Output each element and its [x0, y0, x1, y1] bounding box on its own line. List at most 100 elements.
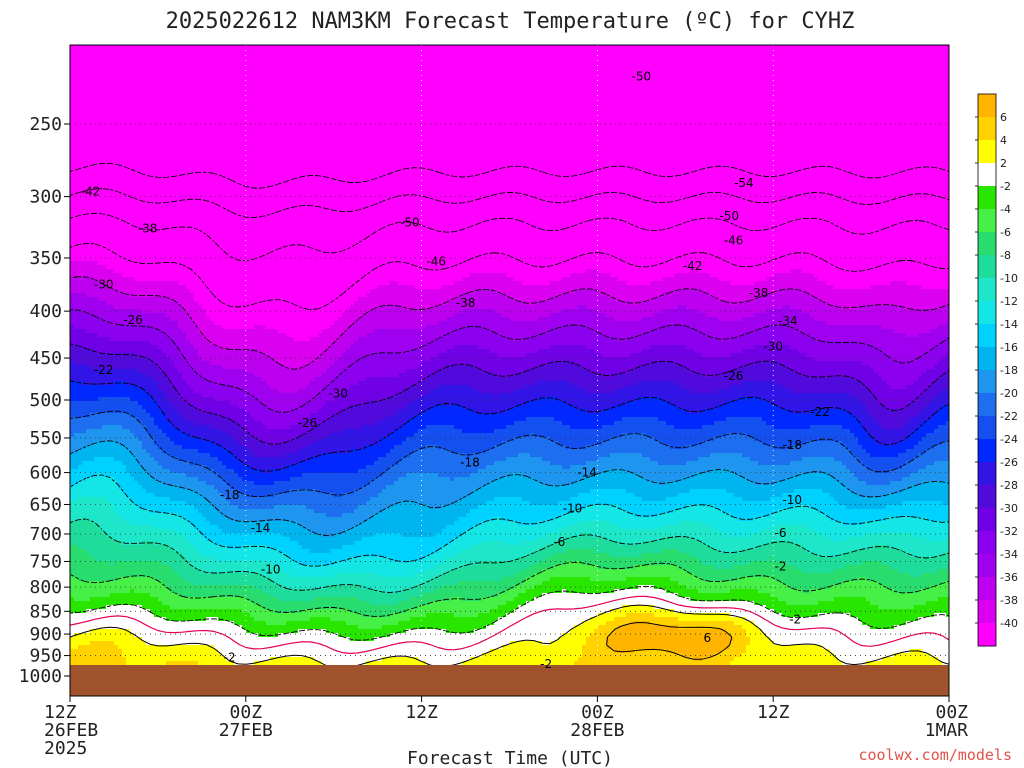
heatmap-cell	[314, 61, 319, 66]
heatmap-cell	[806, 85, 811, 90]
heatmap-cell	[546, 73, 551, 78]
heatmap-cell	[146, 81, 151, 86]
heatmap-cell	[74, 105, 79, 110]
heatmap-cell	[430, 89, 435, 94]
heatmap-cell	[514, 97, 519, 102]
heatmap-cell	[898, 93, 903, 98]
heatmap-cell	[398, 85, 403, 90]
heatmap-cell	[498, 121, 503, 126]
heatmap-cell	[266, 65, 271, 70]
heatmap-cell	[658, 125, 663, 130]
heatmap-cell	[570, 61, 575, 66]
heatmap-cell	[418, 49, 423, 54]
heatmap-cell	[482, 81, 487, 86]
heatmap-cell	[486, 69, 491, 74]
heatmap-cell	[182, 77, 187, 82]
heatmap-cell	[286, 61, 291, 66]
heatmap-cell	[878, 121, 883, 126]
heatmap-cell	[518, 105, 523, 110]
heatmap-cell	[110, 133, 115, 138]
heatmap-cell	[370, 113, 375, 118]
heatmap-cell	[638, 113, 643, 118]
heatmap-cell	[238, 97, 243, 102]
heatmap-cell	[162, 49, 167, 54]
heatmap-cell	[338, 125, 343, 130]
heatmap-cell	[154, 129, 159, 134]
heatmap-cell	[558, 53, 563, 58]
heatmap-cell	[294, 65, 299, 70]
heatmap-cell	[522, 117, 527, 122]
heatmap-cell	[774, 65, 779, 70]
heatmap-cell	[206, 57, 211, 62]
heatmap-cell	[146, 57, 151, 62]
heatmap-cell	[306, 101, 311, 106]
heatmap-cell	[474, 129, 479, 134]
heatmap-cell	[266, 129, 271, 134]
heatmap-cell	[942, 129, 947, 134]
heatmap-cell	[222, 117, 227, 122]
heatmap-cell	[586, 73, 591, 78]
heatmap-cell	[726, 121, 731, 126]
heatmap-cell	[354, 81, 359, 86]
heatmap-cell	[442, 69, 447, 74]
heatmap-cell	[94, 133, 99, 138]
heatmap-cell	[790, 89, 795, 94]
heatmap-cell	[862, 109, 867, 114]
heatmap-cell	[538, 109, 543, 114]
heatmap-cell	[922, 53, 927, 58]
heatmap-cell	[870, 49, 875, 54]
heatmap-cell	[390, 121, 395, 126]
heatmap-cell	[562, 129, 567, 134]
heatmap-cell	[550, 61, 555, 66]
heatmap-cell	[454, 109, 459, 114]
heatmap-cell	[510, 53, 515, 58]
heatmap-cell	[870, 109, 875, 114]
heatmap-cell	[906, 49, 911, 54]
heatmap-cell	[634, 93, 639, 98]
heatmap-cell	[238, 121, 243, 126]
heatmap-cell	[166, 113, 171, 118]
heatmap-cell	[882, 85, 887, 90]
heatmap-cell	[578, 93, 583, 98]
heatmap-cell	[230, 117, 235, 122]
heatmap-cell	[650, 65, 655, 70]
heatmap-cell	[378, 65, 383, 70]
heatmap-cell	[74, 125, 79, 130]
heatmap-cell	[626, 105, 631, 110]
heatmap-cell	[102, 81, 107, 86]
heatmap-cell	[802, 97, 807, 102]
heatmap-cell	[706, 101, 711, 106]
heatmap-cell	[654, 81, 659, 86]
heatmap-cell	[674, 93, 679, 98]
heatmap-cell	[730, 97, 735, 102]
heatmap-cell	[934, 61, 939, 66]
heatmap-cell	[426, 53, 431, 58]
heatmap-cell	[634, 85, 639, 90]
heatmap-cell	[86, 125, 91, 130]
heatmap-cell	[242, 77, 247, 82]
heatmap-cell	[946, 53, 949, 58]
heatmap-cell	[374, 93, 379, 98]
heatmap-cell	[490, 49, 495, 54]
heatmap-cell	[766, 69, 771, 74]
heatmap-cell	[366, 133, 371, 138]
heatmap-cell	[454, 49, 459, 54]
heatmap-cell	[174, 81, 179, 86]
heatmap-cell	[626, 73, 631, 78]
heatmap-cell	[370, 121, 375, 126]
heatmap-cell	[530, 121, 535, 126]
heatmap-cell	[606, 89, 611, 94]
heatmap-cell	[650, 45, 655, 50]
heatmap-cell	[178, 117, 183, 122]
heatmap-cell	[822, 53, 827, 58]
heatmap-cell	[402, 85, 407, 90]
heatmap-cell	[82, 69, 87, 74]
heatmap-cell	[662, 101, 667, 106]
heatmap-cell	[722, 101, 727, 106]
heatmap-cell	[398, 93, 403, 98]
heatmap-cell	[510, 109, 515, 114]
heatmap-cell	[162, 73, 167, 78]
heatmap-cell	[442, 113, 447, 118]
heatmap-cell	[298, 53, 303, 58]
heatmap-cell	[242, 57, 247, 62]
